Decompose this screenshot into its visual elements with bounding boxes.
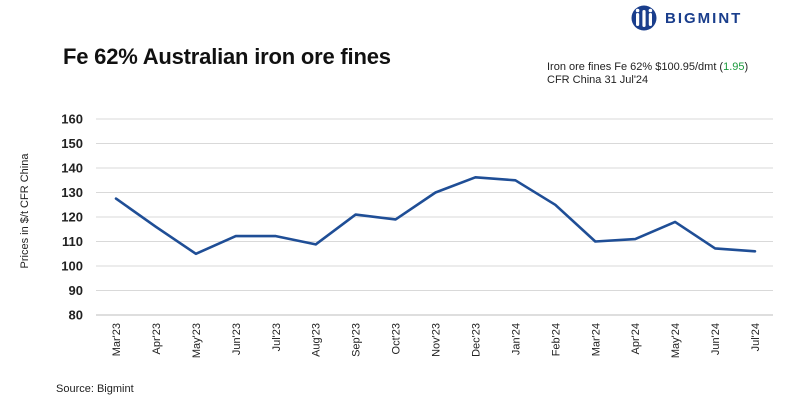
y-tick-label: 120 bbox=[61, 210, 83, 225]
x-tick-label: May'24 bbox=[670, 323, 682, 358]
price-change: 1.95 bbox=[723, 61, 745, 73]
x-tick-label: Jul'23 bbox=[271, 323, 283, 351]
y-tick-label: 110 bbox=[62, 234, 83, 249]
x-tick-label: Oct'23 bbox=[391, 323, 403, 354]
source-note: Source: Bigmint bbox=[56, 383, 134, 395]
x-tick-label: Jun'23 bbox=[231, 323, 243, 355]
x-tick-label: Sep'23 bbox=[351, 323, 363, 357]
x-tick-label: May'23 bbox=[191, 323, 203, 358]
x-tick-label: Feb'24 bbox=[550, 323, 562, 356]
x-tick-label: Nov'23 bbox=[431, 323, 443, 357]
y-tick-label: 130 bbox=[61, 185, 83, 200]
x-tick-label: Mar'24 bbox=[590, 323, 602, 356]
x-tick-label: Jun'24 bbox=[710, 323, 722, 355]
x-tick-label: Jul'24 bbox=[750, 323, 762, 351]
x-tick-label: Apr'23 bbox=[151, 323, 163, 354]
bigmint-globe-icon bbox=[631, 5, 657, 31]
y-tick-label: 90 bbox=[69, 283, 83, 298]
chart-title: Fe 62% Australian iron ore fines bbox=[63, 44, 391, 69]
y-tick-label: 80 bbox=[69, 308, 83, 323]
y-tick-label: 140 bbox=[61, 161, 83, 176]
y-tick-label: 150 bbox=[61, 136, 83, 151]
x-tick-label: Aug'23 bbox=[311, 323, 323, 357]
note-line1-end: ) bbox=[744, 61, 749, 73]
series-line bbox=[114, 176, 757, 256]
price-note: Iron ore fines Fe 62% $100.95/dmt (1.95)… bbox=[547, 61, 748, 87]
x-tick-label: Mar'23 bbox=[111, 323, 123, 356]
note-line2: CFR China 31 Jul'24 bbox=[547, 74, 649, 86]
x-tick-label: Dec'23 bbox=[470, 323, 482, 357]
x-tick-label: Apr'24 bbox=[630, 323, 642, 354]
y-tick-label: 160 bbox=[61, 112, 83, 127]
brand-name: BIGMINT bbox=[665, 9, 743, 27]
x-tick-label: Jan'24 bbox=[510, 323, 522, 355]
bigmint-logo: BIGMINT bbox=[629, 4, 742, 32]
y-axis-label: Prices in $/t CFR China bbox=[19, 153, 31, 269]
y-tick-label: 100 bbox=[61, 259, 83, 274]
note-line1: Iron ore fines Fe 62% $100.95/dmt ( bbox=[547, 61, 724, 73]
